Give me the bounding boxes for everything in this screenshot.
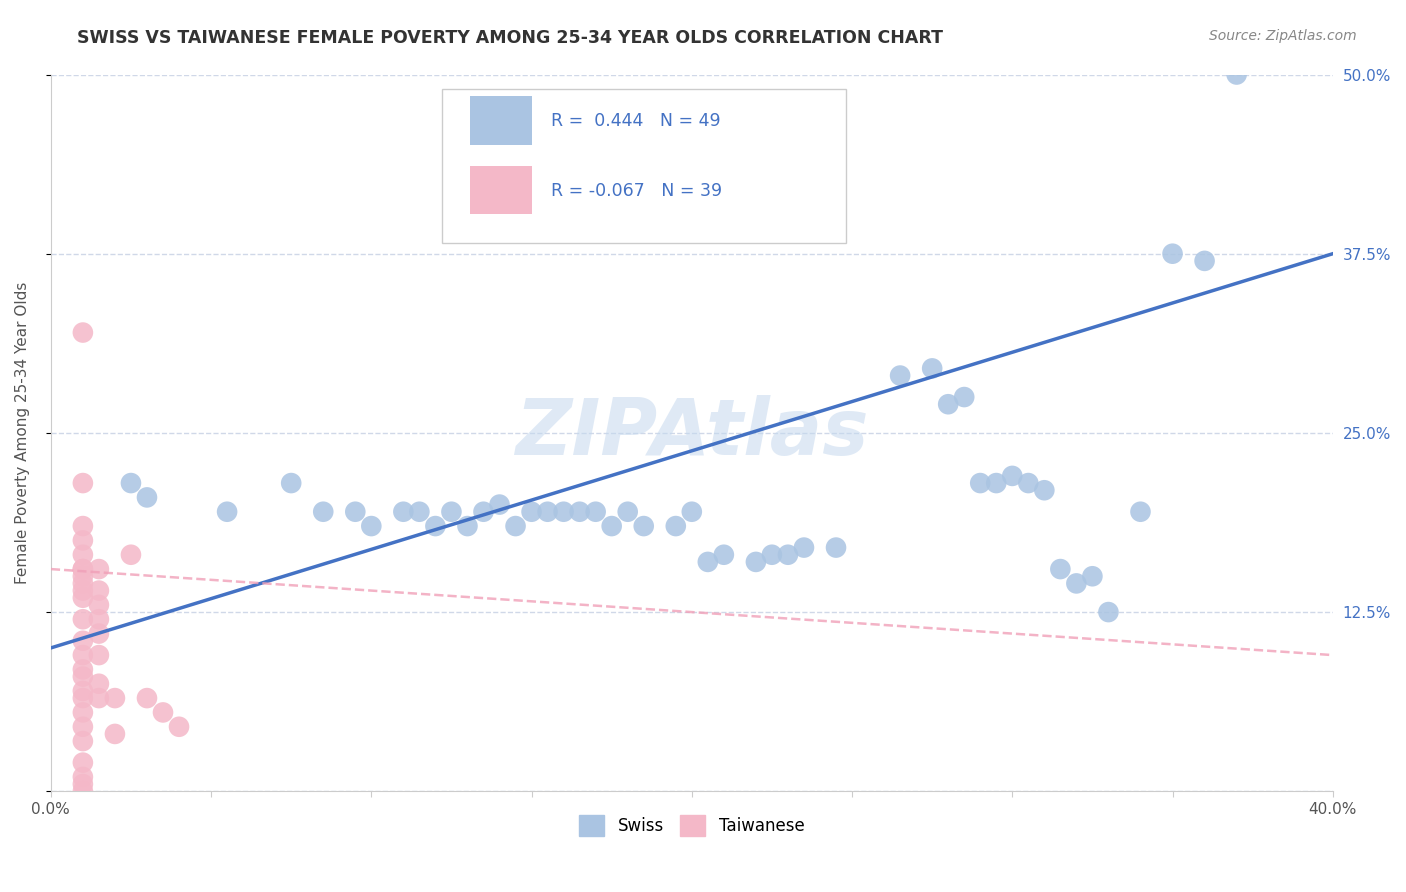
Point (969, 476, 991, 491)
Point (167, 720, 190, 734)
Point (72, 576, 94, 591)
Point (72, 633, 94, 648)
Point (120, 476, 142, 491)
Point (825, 541, 848, 555)
Point (87, 626, 110, 640)
Text: ZIPAtlas: ZIPAtlas (515, 395, 869, 471)
Point (72, 706, 94, 720)
Point (120, 548, 142, 562)
Point (72, 591, 94, 605)
Point (1226, 68, 1249, 82)
Point (72, 533, 94, 548)
Point (72, 326, 94, 340)
Point (72, 756, 94, 770)
Point (1049, 562, 1071, 576)
Point (72, 670, 94, 684)
Point (745, 555, 768, 569)
Point (72, 720, 94, 734)
Point (72, 562, 94, 576)
Bar (470, 96, 531, 145)
Point (72, 612, 94, 626)
Point (1194, 253, 1216, 268)
Point (616, 505, 638, 519)
Point (72, 777, 94, 791)
Point (585, 505, 607, 519)
Point (87, 562, 110, 576)
Point (776, 548, 799, 562)
Point (104, 727, 127, 741)
Point (1066, 576, 1088, 591)
Point (392, 505, 415, 519)
Point (568, 505, 591, 519)
Point (104, 691, 127, 706)
Text: SWISS VS TAIWANESE FEMALE POVERTY AMONG 25-34 YEAR OLDS CORRELATION CHART: SWISS VS TAIWANESE FEMALE POVERTY AMONG … (77, 29, 943, 46)
Point (456, 519, 478, 533)
Point (681, 505, 703, 519)
Point (1033, 483, 1056, 498)
Text: R =  0.444   N = 49: R = 0.444 N = 49 (551, 112, 720, 130)
Point (520, 505, 543, 519)
Point (1097, 605, 1119, 619)
Point (136, 491, 159, 505)
Point (488, 498, 510, 512)
Point (1001, 469, 1024, 483)
Point (793, 541, 815, 555)
Point (936, 397, 959, 411)
Point (87, 691, 110, 706)
Point (87, 598, 110, 612)
Point (536, 505, 558, 519)
Point (72, 519, 94, 533)
Point (440, 505, 463, 519)
Point (72, 583, 94, 598)
Point (713, 548, 735, 562)
Point (344, 505, 367, 519)
Point (72, 562, 94, 576)
Point (953, 390, 976, 404)
Point (87, 612, 110, 626)
Point (72, 648, 94, 662)
Point (600, 519, 623, 533)
Point (553, 505, 575, 519)
Point (1161, 246, 1184, 260)
Point (72, 548, 94, 562)
Point (136, 691, 159, 706)
Bar (470, 166, 531, 214)
Point (280, 476, 302, 491)
Point (72, 476, 94, 491)
Point (408, 505, 430, 519)
Point (72, 691, 94, 706)
Point (1017, 476, 1039, 491)
Legend: Swiss, Taiwanese: Swiss, Taiwanese (571, 807, 813, 844)
Point (72, 662, 94, 676)
Point (72, 784, 94, 798)
Point (696, 555, 718, 569)
Point (72, 770, 94, 784)
Point (665, 519, 688, 533)
FancyBboxPatch shape (441, 89, 845, 243)
Y-axis label: Female Poverty Among 25-34 Year Olds: Female Poverty Among 25-34 Year Olds (15, 282, 30, 584)
Point (633, 519, 655, 533)
Point (72, 569, 94, 583)
Point (217, 505, 239, 519)
Point (986, 476, 1008, 491)
Point (1081, 569, 1104, 583)
Point (87, 583, 110, 598)
Point (425, 519, 447, 533)
Point (505, 519, 527, 533)
Point (761, 548, 783, 562)
Point (921, 361, 943, 376)
Text: Source: ZipAtlas.com: Source: ZipAtlas.com (1209, 29, 1357, 43)
Point (72, 734, 94, 748)
Point (472, 505, 495, 519)
Point (87, 648, 110, 662)
Point (87, 677, 110, 691)
Point (72, 684, 94, 698)
Text: R = -0.067   N = 39: R = -0.067 N = 39 (551, 182, 721, 200)
Point (360, 519, 382, 533)
Point (1129, 505, 1152, 519)
Point (312, 505, 335, 519)
Point (889, 368, 911, 383)
Point (152, 706, 174, 720)
